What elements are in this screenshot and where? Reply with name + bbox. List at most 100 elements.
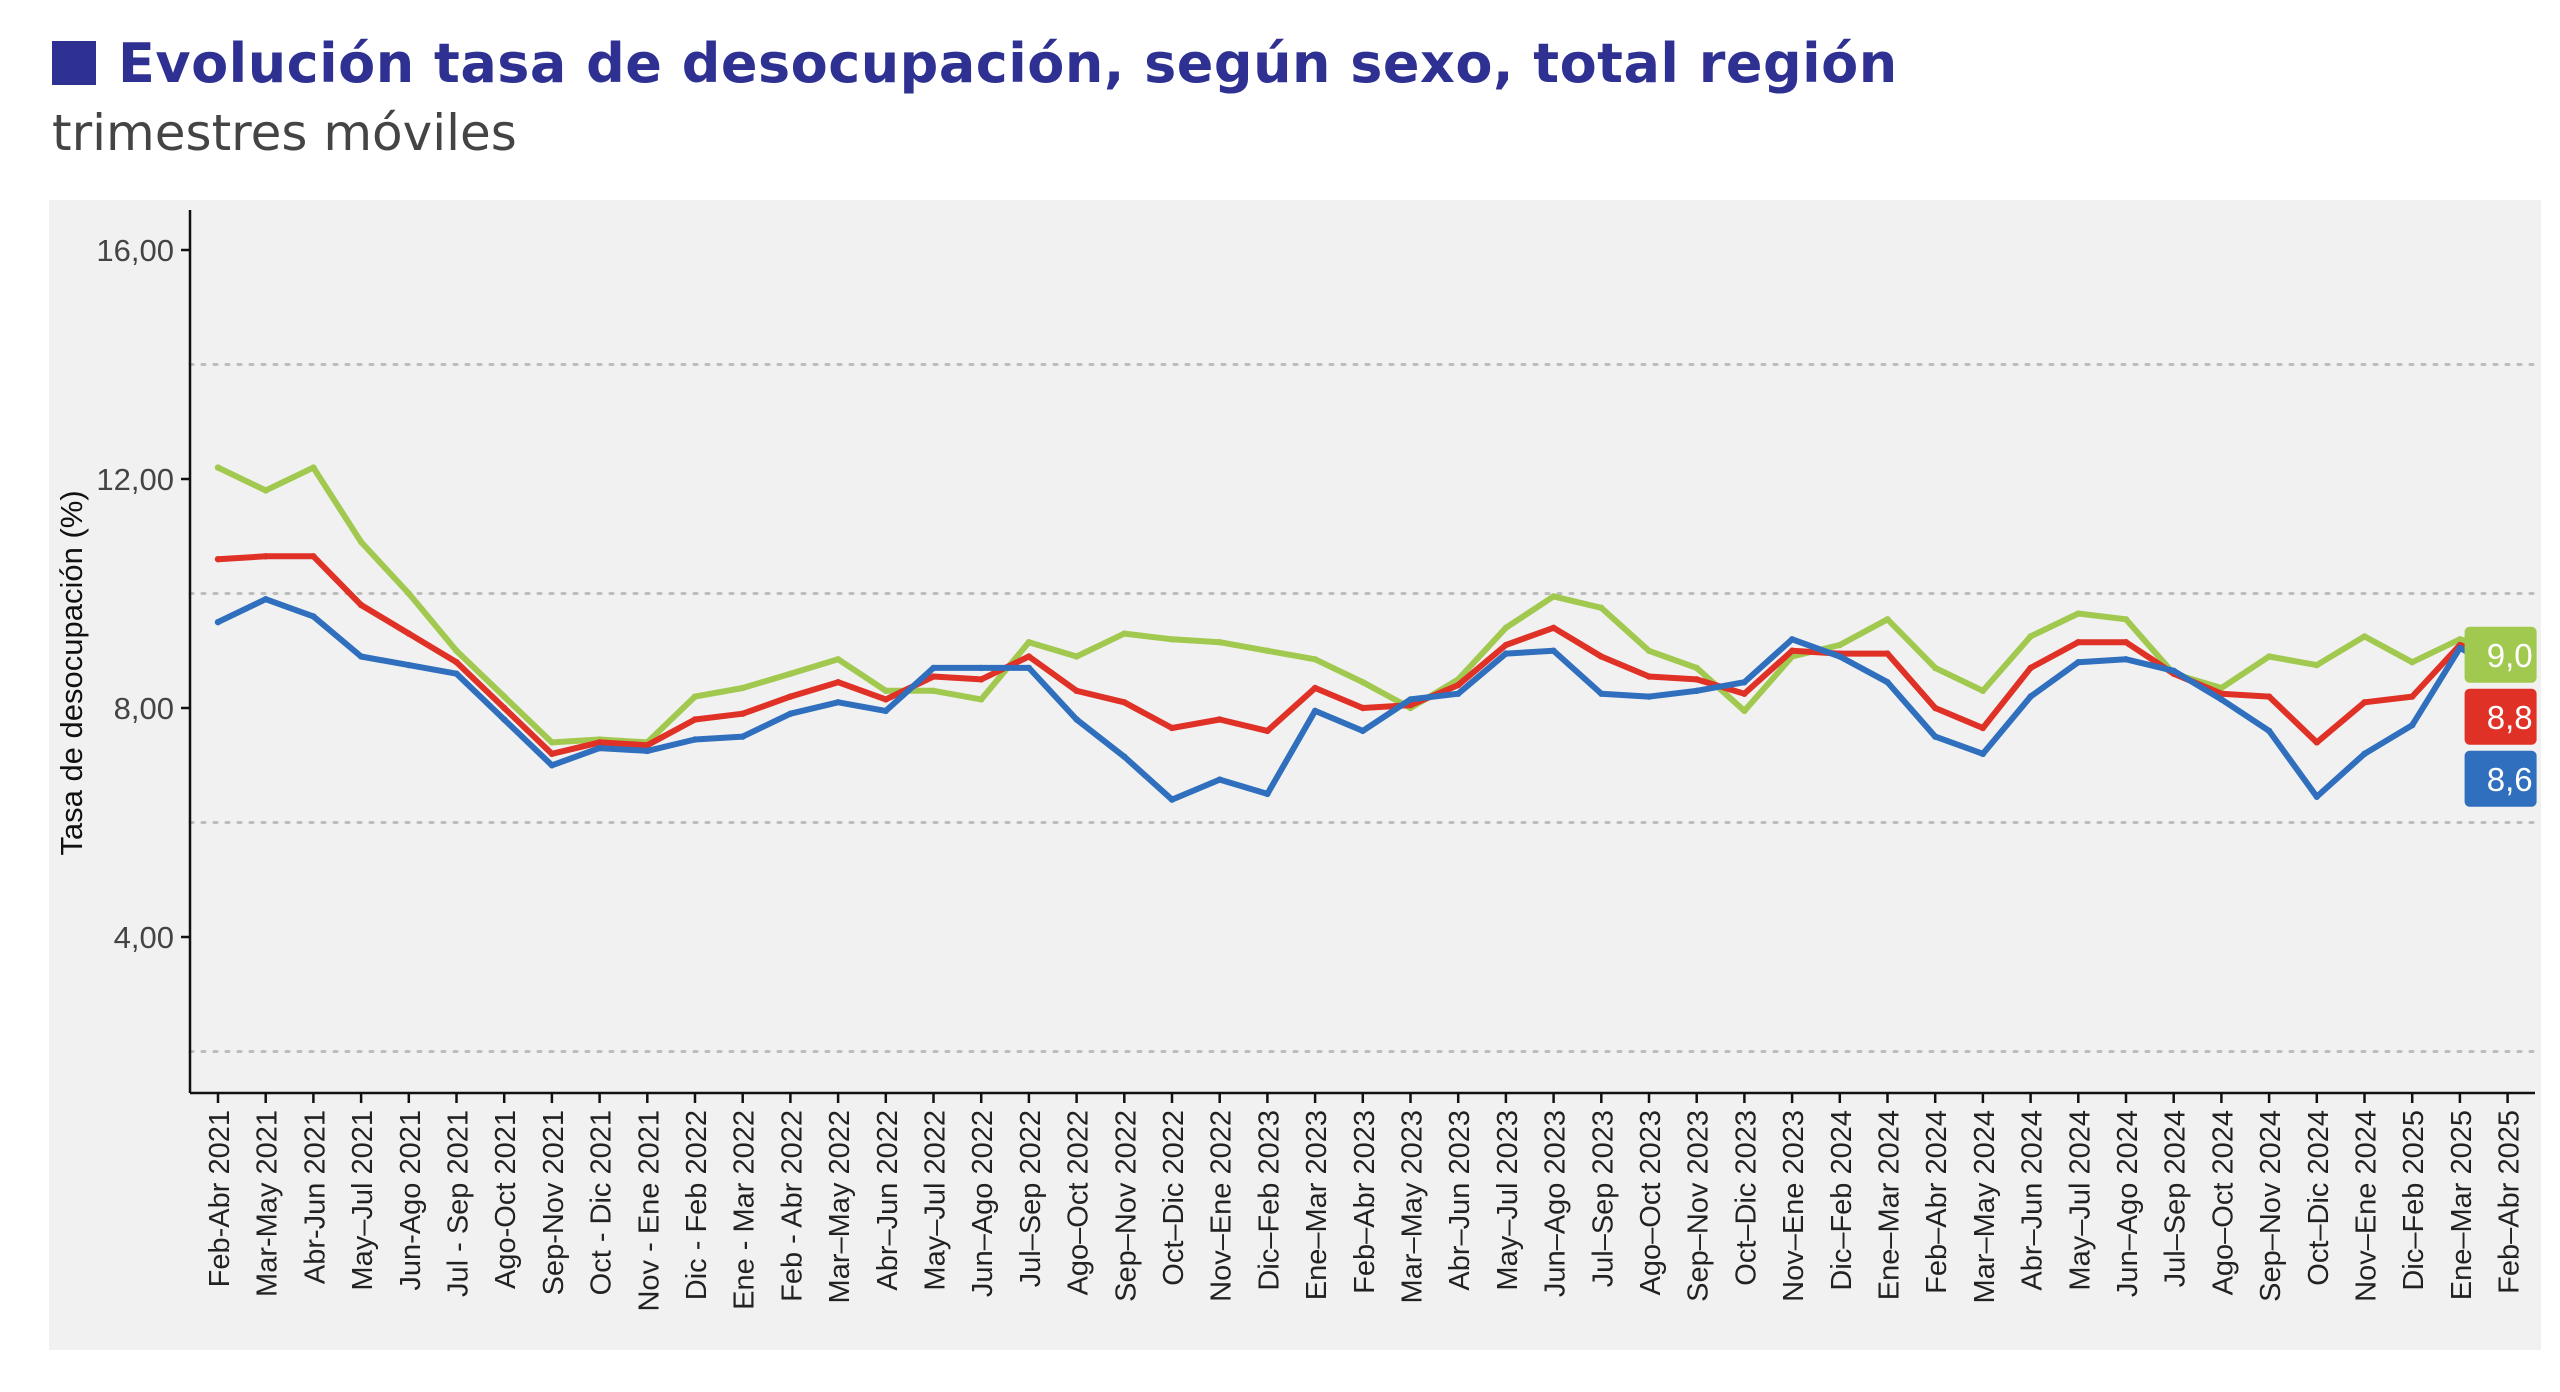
- data-point: [1502, 624, 1510, 632]
- data-point: [501, 716, 508, 723]
- data-point: [310, 464, 317, 471]
- y-axis-label: Tasa de desocupación (%): [54, 490, 89, 855]
- x-tick-label: Sep-Nov 2021: [538, 1110, 570, 1295]
- data-point: [1264, 727, 1271, 735]
- data-point: [1407, 696, 1414, 703]
- y-ticks: 4,00 8,00 12,00 16,00: [96, 233, 190, 955]
- data-point: [1311, 707, 1319, 715]
- data-point: [1121, 699, 1128, 706]
- x-tick-label: Feb–Abr 2025: [2494, 1110, 2526, 1294]
- y-tick-label: 16,00: [96, 233, 174, 268]
- data-point: [1836, 653, 1844, 660]
- data-point: [2409, 693, 2416, 700]
- data-point: [2361, 699, 2368, 706]
- x-tick-label: Abr-Jun 2021: [299, 1110, 331, 1284]
- chart-panel: [49, 200, 2541, 1350]
- data-point: [453, 670, 460, 677]
- data-point: [1502, 641, 1510, 649]
- data-point: [262, 596, 269, 603]
- x-tick-label: Ago–Oct 2023: [1635, 1110, 1667, 1295]
- data-point: [1311, 656, 1319, 663]
- data-point: [1645, 673, 1653, 680]
- x-tick-label: Mar–May 2022: [824, 1110, 856, 1303]
- x-tick-label: Oct–Dic 2023: [1730, 1110, 1762, 1286]
- x-tick-label: Jun-Ago 2021: [395, 1110, 427, 1291]
- x-ticks: Feb-Abr 2021 Mar-May 2021 Abr-Jun 2021 May–…: [204, 1093, 2526, 1312]
- data-point: [1121, 630, 1128, 637]
- x-tick-label: Dic–Feb 2024: [1826, 1110, 1858, 1291]
- data-point: [2122, 638, 2130, 646]
- data-point: [644, 742, 651, 749]
- data-point: [739, 684, 746, 692]
- data-point: [834, 679, 842, 686]
- data-point: [1168, 636, 1176, 643]
- x-tick-label: Ene–Mar 2024: [1874, 1110, 1906, 1300]
- data-point: [453, 659, 460, 666]
- data-point: [1979, 724, 1987, 732]
- y-tick-label: 4,00: [114, 920, 174, 955]
- data-point: [405, 590, 412, 597]
- data-point: [882, 696, 889, 703]
- data-point: [262, 553, 269, 560]
- chart-header: Evolución tasa de desocupación, según se…: [52, 30, 2532, 162]
- data-point: [1645, 647, 1653, 654]
- x-tick-label: Mar-May 2021: [252, 1110, 284, 1297]
- data-point: [1359, 727, 1367, 735]
- x-tick-label: Mar–May 2024: [1969, 1110, 2001, 1303]
- x-tick-label: Jun–Ago 2024: [2112, 1110, 2144, 1297]
- x-tick-label: Abr–Jun 2022: [872, 1110, 904, 1291]
- data-point: [1741, 707, 1748, 715]
- data-point: [1216, 716, 1223, 723]
- data-point: [1836, 641, 1844, 649]
- x-tick-label: Ago-Oct 2021: [490, 1110, 522, 1289]
- x-tick-label: Sep–Nov 2023: [1683, 1110, 1715, 1302]
- data-point: [691, 693, 699, 700]
- data-point: [1359, 704, 1367, 712]
- series-line-3: [215, 596, 2511, 803]
- x-tick-label: Ene–Mar 2023: [1301, 1110, 1333, 1300]
- title-row: Evolución tasa de desocupación, según se…: [52, 30, 2532, 96]
- data-point: [262, 487, 269, 494]
- data-point: [2075, 638, 2082, 646]
- data-point: [1932, 664, 1939, 672]
- series-lines: [214, 464, 2511, 803]
- x-tick-label: Nov–Ene 2023: [1778, 1110, 1810, 1302]
- data-point: [1073, 687, 1080, 695]
- data-point: [1741, 679, 1748, 686]
- data-point: [357, 653, 365, 660]
- data-point: [1598, 604, 1605, 612]
- data-point: [1979, 750, 1987, 757]
- data-point: [1264, 790, 1271, 798]
- x-tick-label: Feb–Abr 2023: [1349, 1110, 1381, 1294]
- data-point: [1073, 653, 1080, 660]
- data-point: [1884, 679, 1891, 686]
- x-tick-label: May–Jul 2022: [920, 1110, 952, 1291]
- end-labels: 9,0 8,8 8,6: [2464, 626, 2537, 807]
- data-point: [978, 676, 985, 683]
- data-point: [930, 673, 937, 680]
- data-point: [787, 693, 794, 700]
- x-tick-label: Nov–Ene 2024: [2351, 1110, 2383, 1302]
- x-tick-label: Feb-Abr 2021: [204, 1110, 236, 1287]
- data-point: [1693, 687, 1700, 695]
- data-point: [596, 739, 603, 746]
- data-point: [834, 699, 842, 706]
- data-point: [2265, 727, 2273, 735]
- data-point: [548, 762, 556, 769]
- data-point: [405, 630, 412, 637]
- axes: [188, 210, 2535, 1095]
- x-tick-label: Jul–Sep 2022: [1015, 1110, 1047, 1287]
- data-point: [2265, 653, 2273, 660]
- data-point: [1598, 690, 1605, 697]
- data-point: [1741, 690, 1748, 697]
- x-tick-label: Feb–Abr 2024: [1921, 1110, 1953, 1294]
- data-point: [405, 661, 412, 669]
- x-tick-label: Oct–Dic 2024: [2303, 1110, 2335, 1286]
- x-tick-label: Sep–Nov 2022: [1110, 1110, 1142, 1302]
- data-point: [2218, 684, 2225, 692]
- end-label-text-1: 9,0: [2487, 637, 2533, 674]
- data-point: [1073, 716, 1080, 723]
- data-point: [2409, 721, 2416, 729]
- x-tick-label: Nov–Ene 2022: [1206, 1110, 1238, 1302]
- x-tick-label: Ago–Oct 2022: [1063, 1110, 1095, 1295]
